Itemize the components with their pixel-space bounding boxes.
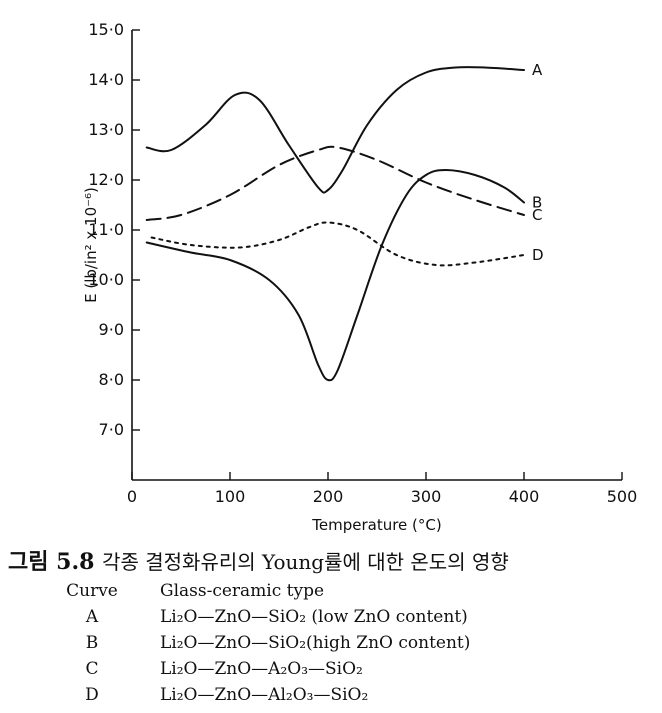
x-tick-label: 500 xyxy=(607,487,638,506)
x-tick-label: 400 xyxy=(509,487,540,506)
legend-glass-type: Li₂O—ZnO—A₂O₃—SiO₂ xyxy=(160,659,363,679)
y-tick-label: 11·0 xyxy=(88,220,124,239)
series-label-b: B xyxy=(532,194,542,212)
y-tick-label: 12·0 xyxy=(88,170,124,189)
legend-curve-id: A xyxy=(85,607,99,627)
legend-curve-id: D xyxy=(85,685,99,705)
curves: A BC D xyxy=(145,61,544,382)
x-tick-label: 0 xyxy=(127,487,137,506)
series-line-b xyxy=(145,168,525,382)
legend-row: D Li₂O—ZnO—Al₂O₃—SiO₂ xyxy=(40,682,470,708)
legend-row: A Li₂O—ZnO—SiO₂ (low ZnO content) xyxy=(40,604,470,630)
y-tick-label: 10·0 xyxy=(88,270,124,289)
series-label-a: A xyxy=(532,61,543,79)
figure-caption-label: 그림 5.8 xyxy=(8,549,95,575)
y-tick-label: 14·0 xyxy=(88,70,124,89)
x-tick-label: 200 xyxy=(313,487,344,506)
x-tick-label: 300 xyxy=(411,487,442,506)
legend-header-type: Glass-ceramic type xyxy=(160,581,325,601)
legend-header-curve: Curve xyxy=(66,581,118,601)
series-line-a xyxy=(145,66,525,194)
legend-header: Curve Glass-ceramic type xyxy=(40,578,470,604)
y-tick-label: 13·0 xyxy=(88,120,124,139)
y-tick-label: 8·0 xyxy=(99,370,124,389)
legend-glass-type: Li₂O—ZnO—SiO₂ (low ZnO content) xyxy=(160,607,468,627)
figure-caption: 그림 5.8 각종 결정화유리의 Young률에 대한 온도의 영향 xyxy=(8,544,509,576)
x-axis-title: Temperature (°C) xyxy=(311,516,441,534)
legend-row: C Li₂O—ZnO—A₂O₃—SiO₂ xyxy=(40,656,470,682)
figure-caption-text: 각종 결정화유리의 Young률에 대한 온도의 영향 xyxy=(102,550,509,574)
series-label-c: C xyxy=(532,206,542,224)
legend-curve-id: B xyxy=(85,633,99,653)
legend-row: B Li₂O—ZnO—SiO₂(high ZnO content) xyxy=(40,630,471,656)
axes: 7·0 8·0 9·0 10·0 11·0 12·0 13·0 14·0 15·0 0 100 200… xyxy=(88,20,637,506)
series-line-c xyxy=(145,145,525,221)
legend-glass-type: Li₂O—ZnO—SiO₂(high ZnO content) xyxy=(160,633,471,653)
x-tick-label: 100 xyxy=(215,487,246,506)
legend-table: Curve Glass-ceramic type A Li₂O—ZnO—SiO₂… xyxy=(40,578,470,708)
series-line-d xyxy=(150,221,525,267)
y-tick-label: 15·0 xyxy=(88,20,124,39)
series-label-d: D xyxy=(532,246,544,264)
legend-glass-type: Li₂O—ZnO—Al₂O₃—SiO₂ xyxy=(160,685,369,705)
y-tick-label: 9·0 xyxy=(99,320,124,339)
y-tick-label: 7·0 xyxy=(99,420,124,439)
y-axis-title: E (lb/in² x 10⁻⁶) xyxy=(82,187,100,303)
legend-curve-id: C xyxy=(85,659,99,679)
chart: 7·0 8·0 9·0 10·0 11·0 12·0 13·0 14·0 15·0 0 100 200… xyxy=(82,20,637,534)
